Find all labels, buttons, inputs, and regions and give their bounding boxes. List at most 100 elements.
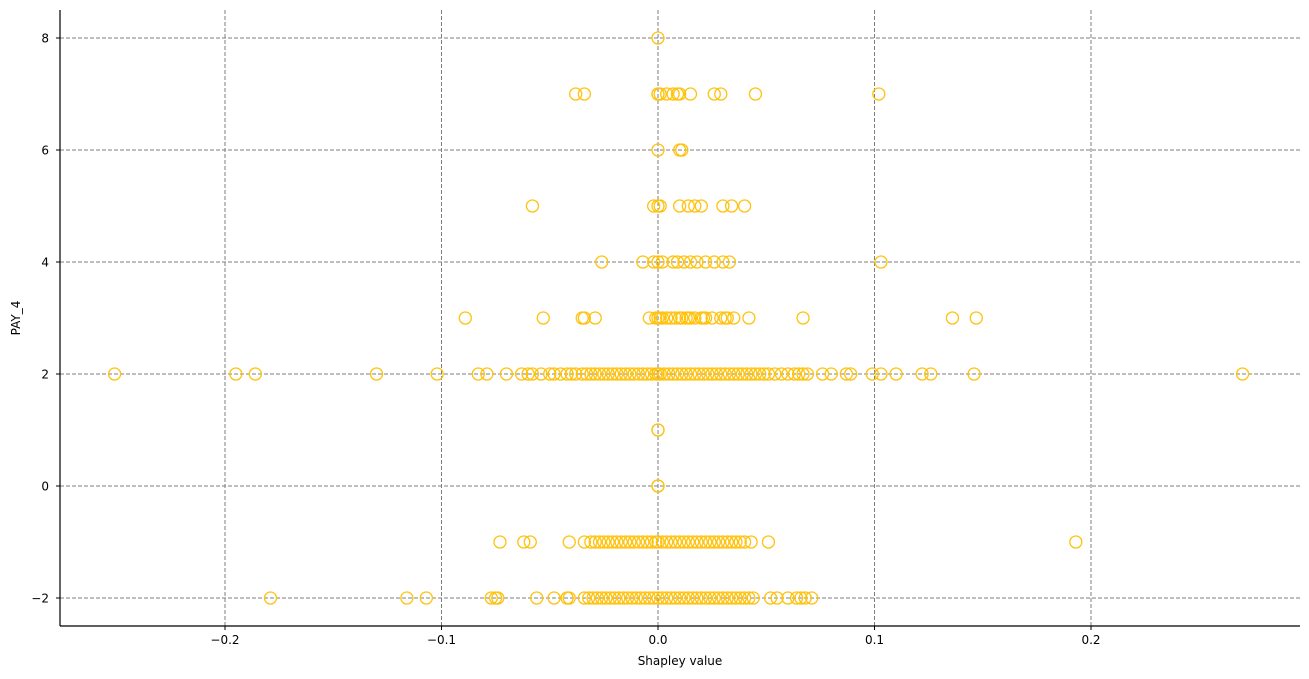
- data-point-marker: [579, 367, 594, 381]
- data-point-marker: [610, 535, 624, 549]
- data-point-marker: [582, 591, 596, 605]
- data-point-marker: [644, 535, 659, 549]
- data-point-marker: [681, 535, 695, 549]
- data-point-marker: [683, 367, 698, 381]
- data-point-marker: [720, 311, 734, 325]
- data-point-marker: [694, 199, 708, 213]
- data-point-marker: [640, 367, 654, 381]
- data-point-marker: [605, 367, 620, 381]
- data-point-marker: [569, 87, 583, 101]
- data-point-marker: [698, 535, 713, 549]
- data-point-marker: [707, 87, 721, 101]
- data-point-marker: [562, 591, 576, 605]
- data-point-marker: [781, 367, 795, 381]
- data-point-marker: [577, 535, 592, 549]
- data-point-marker: [629, 591, 643, 605]
- data-point-marker: [683, 311, 698, 325]
- data-point-marker: [770, 591, 784, 605]
- data-point-marker: [701, 367, 715, 381]
- y-axis-label: PAY_4: [9, 301, 23, 336]
- data-point-marker: [716, 535, 730, 549]
- data-point-marker: [757, 367, 771, 381]
- data-point-marker: [718, 367, 732, 381]
- data-point-marker: [703, 591, 717, 605]
- data-point-marker: [627, 367, 641, 381]
- data-point-marker: [673, 591, 687, 605]
- data-point-marker: [647, 199, 661, 213]
- data-point-marker: [577, 311, 592, 325]
- data-point-marker: [595, 591, 609, 605]
- data-point-marker: [616, 591, 631, 605]
- x-tick-label: −0.2: [210, 633, 239, 647]
- data-point-marker: [683, 87, 698, 101]
- data-point-marker: [584, 367, 598, 381]
- data-point-marker: [636, 367, 650, 381]
- data-point-marker: [815, 367, 830, 381]
- data-point-marker: [493, 535, 507, 549]
- data-point-marker: [543, 367, 557, 381]
- data-point-marker: [640, 535, 654, 549]
- data-point-marker: [915, 367, 929, 381]
- data-point-marker: [642, 311, 656, 325]
- data-point-marker: [683, 255, 698, 269]
- data-point-marker: [634, 591, 648, 605]
- data-point-marker: [1235, 367, 1250, 381]
- data-point-marker: [724, 199, 739, 213]
- data-point-marker: [789, 591, 804, 605]
- data-point-marker: [685, 535, 700, 549]
- data-point-marker: [872, 87, 886, 101]
- data-point-marker: [677, 535, 691, 549]
- data-point-marker: [740, 367, 754, 381]
- data-point-marker: [660, 535, 674, 549]
- data-point-marker: [521, 367, 535, 381]
- data-point-marker: [675, 143, 689, 157]
- data-point-marker: [690, 591, 704, 605]
- data-point-marker: [536, 311, 550, 325]
- data-point-marker: [716, 199, 730, 213]
- data-point-marker: [517, 535, 531, 549]
- y-tick-label: 4: [41, 256, 49, 270]
- data-point-marker: [703, 535, 717, 549]
- data-point-marker: [655, 535, 669, 549]
- x-axis-ticks: −0.2 −0.1 0.0 0.1 0.2: [210, 626, 1101, 647]
- y-tick-label: 6: [41, 144, 49, 158]
- x-tick-label: 0.2: [1081, 633, 1100, 647]
- data-point-marker: [229, 367, 243, 381]
- data-point-marker: [586, 591, 600, 605]
- data-point-marker: [688, 367, 702, 381]
- data-point-marker: [564, 367, 579, 381]
- data-point-marker: [668, 311, 682, 325]
- data-point-marker: [742, 591, 756, 605]
- data-point-marker: [673, 535, 687, 549]
- data-point-marker: [595, 255, 609, 269]
- data-point-marker: [618, 367, 633, 381]
- data-point-marker: [636, 535, 650, 549]
- data-point-marker: [737, 591, 752, 605]
- data-point-marker: [514, 367, 529, 381]
- data-point-marker: [692, 367, 706, 381]
- data-point-marker: [753, 367, 767, 381]
- data-point-marker: [668, 591, 682, 605]
- data-point-marker: [698, 255, 713, 269]
- data-point-marker: [608, 591, 622, 605]
- data-point-marker: [651, 31, 665, 45]
- data-point-marker: [698, 591, 713, 605]
- data-point-marker: [714, 87, 728, 101]
- data-point-marker: [727, 367, 741, 381]
- x-tick-label: 0.0: [648, 633, 667, 647]
- data-point-marker: [560, 367, 574, 381]
- data-point-marker: [761, 535, 776, 549]
- data-point-marker: [668, 535, 682, 549]
- data-point-marker: [657, 367, 672, 381]
- data-point-marker: [666, 255, 680, 269]
- data-point-marker: [605, 535, 620, 549]
- data-point-marker: [729, 591, 743, 605]
- data-point-marker: [534, 367, 548, 381]
- data-point-marker: [796, 367, 810, 381]
- data-point-marker: [618, 535, 633, 549]
- data-point-marker: [737, 535, 752, 549]
- data-point-marker: [577, 591, 592, 605]
- data-point-marker: [651, 535, 665, 549]
- data-point-marker: [660, 87, 674, 101]
- data-point-marker: [597, 535, 611, 549]
